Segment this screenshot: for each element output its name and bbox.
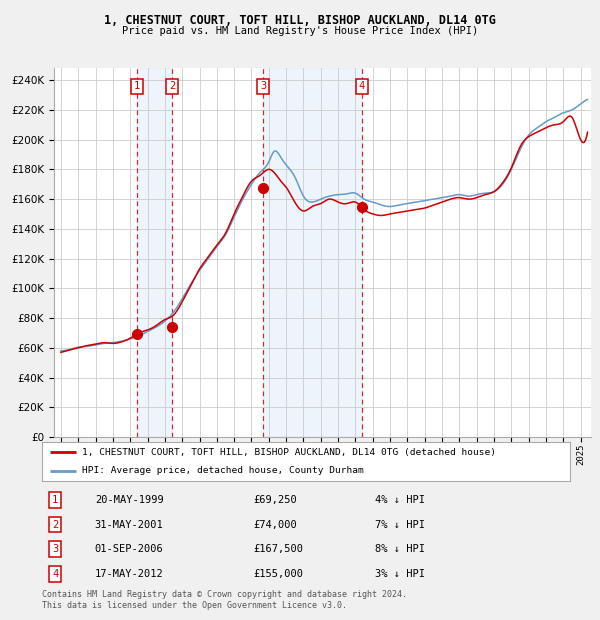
Text: £155,000: £155,000 <box>253 569 303 578</box>
Text: 4% ↓ HPI: 4% ↓ HPI <box>374 495 425 505</box>
Text: £167,500: £167,500 <box>253 544 303 554</box>
Bar <box>263 68 362 437</box>
Text: 1, CHESTNUT COURT, TOFT HILL, BISHOP AUCKLAND, DL14 0TG: 1, CHESTNUT COURT, TOFT HILL, BISHOP AUC… <box>104 14 496 27</box>
Text: Contains HM Land Registry data © Crown copyright and database right 2024.
This d: Contains HM Land Registry data © Crown c… <box>42 590 407 609</box>
Text: 20-MAY-1999: 20-MAY-1999 <box>95 495 164 505</box>
Text: 1: 1 <box>52 495 58 505</box>
Text: £74,000: £74,000 <box>253 520 297 529</box>
Text: HPI: Average price, detached house, County Durham: HPI: Average price, detached house, Coun… <box>82 466 364 476</box>
Text: 8% ↓ HPI: 8% ↓ HPI <box>374 544 425 554</box>
Text: 1, CHESTNUT COURT, TOFT HILL, BISHOP AUCKLAND, DL14 0TG (detached house): 1, CHESTNUT COURT, TOFT HILL, BISHOP AUC… <box>82 448 496 457</box>
Text: 3: 3 <box>52 544 58 554</box>
Bar <box>137 68 172 437</box>
Text: 4: 4 <box>359 81 365 91</box>
Text: £69,250: £69,250 <box>253 495 297 505</box>
Text: 2: 2 <box>169 81 175 91</box>
Text: 1: 1 <box>134 81 140 91</box>
Text: 7% ↓ HPI: 7% ↓ HPI <box>374 520 425 529</box>
Text: 17-MAY-2012: 17-MAY-2012 <box>95 569 164 578</box>
Text: 3% ↓ HPI: 3% ↓ HPI <box>374 569 425 578</box>
Text: 31-MAY-2001: 31-MAY-2001 <box>95 520 164 529</box>
Text: 3: 3 <box>260 81 266 91</box>
Text: 01-SEP-2006: 01-SEP-2006 <box>95 544 164 554</box>
Text: 2: 2 <box>52 520 58 529</box>
Text: Price paid vs. HM Land Registry's House Price Index (HPI): Price paid vs. HM Land Registry's House … <box>122 26 478 36</box>
Text: 4: 4 <box>52 569 58 578</box>
